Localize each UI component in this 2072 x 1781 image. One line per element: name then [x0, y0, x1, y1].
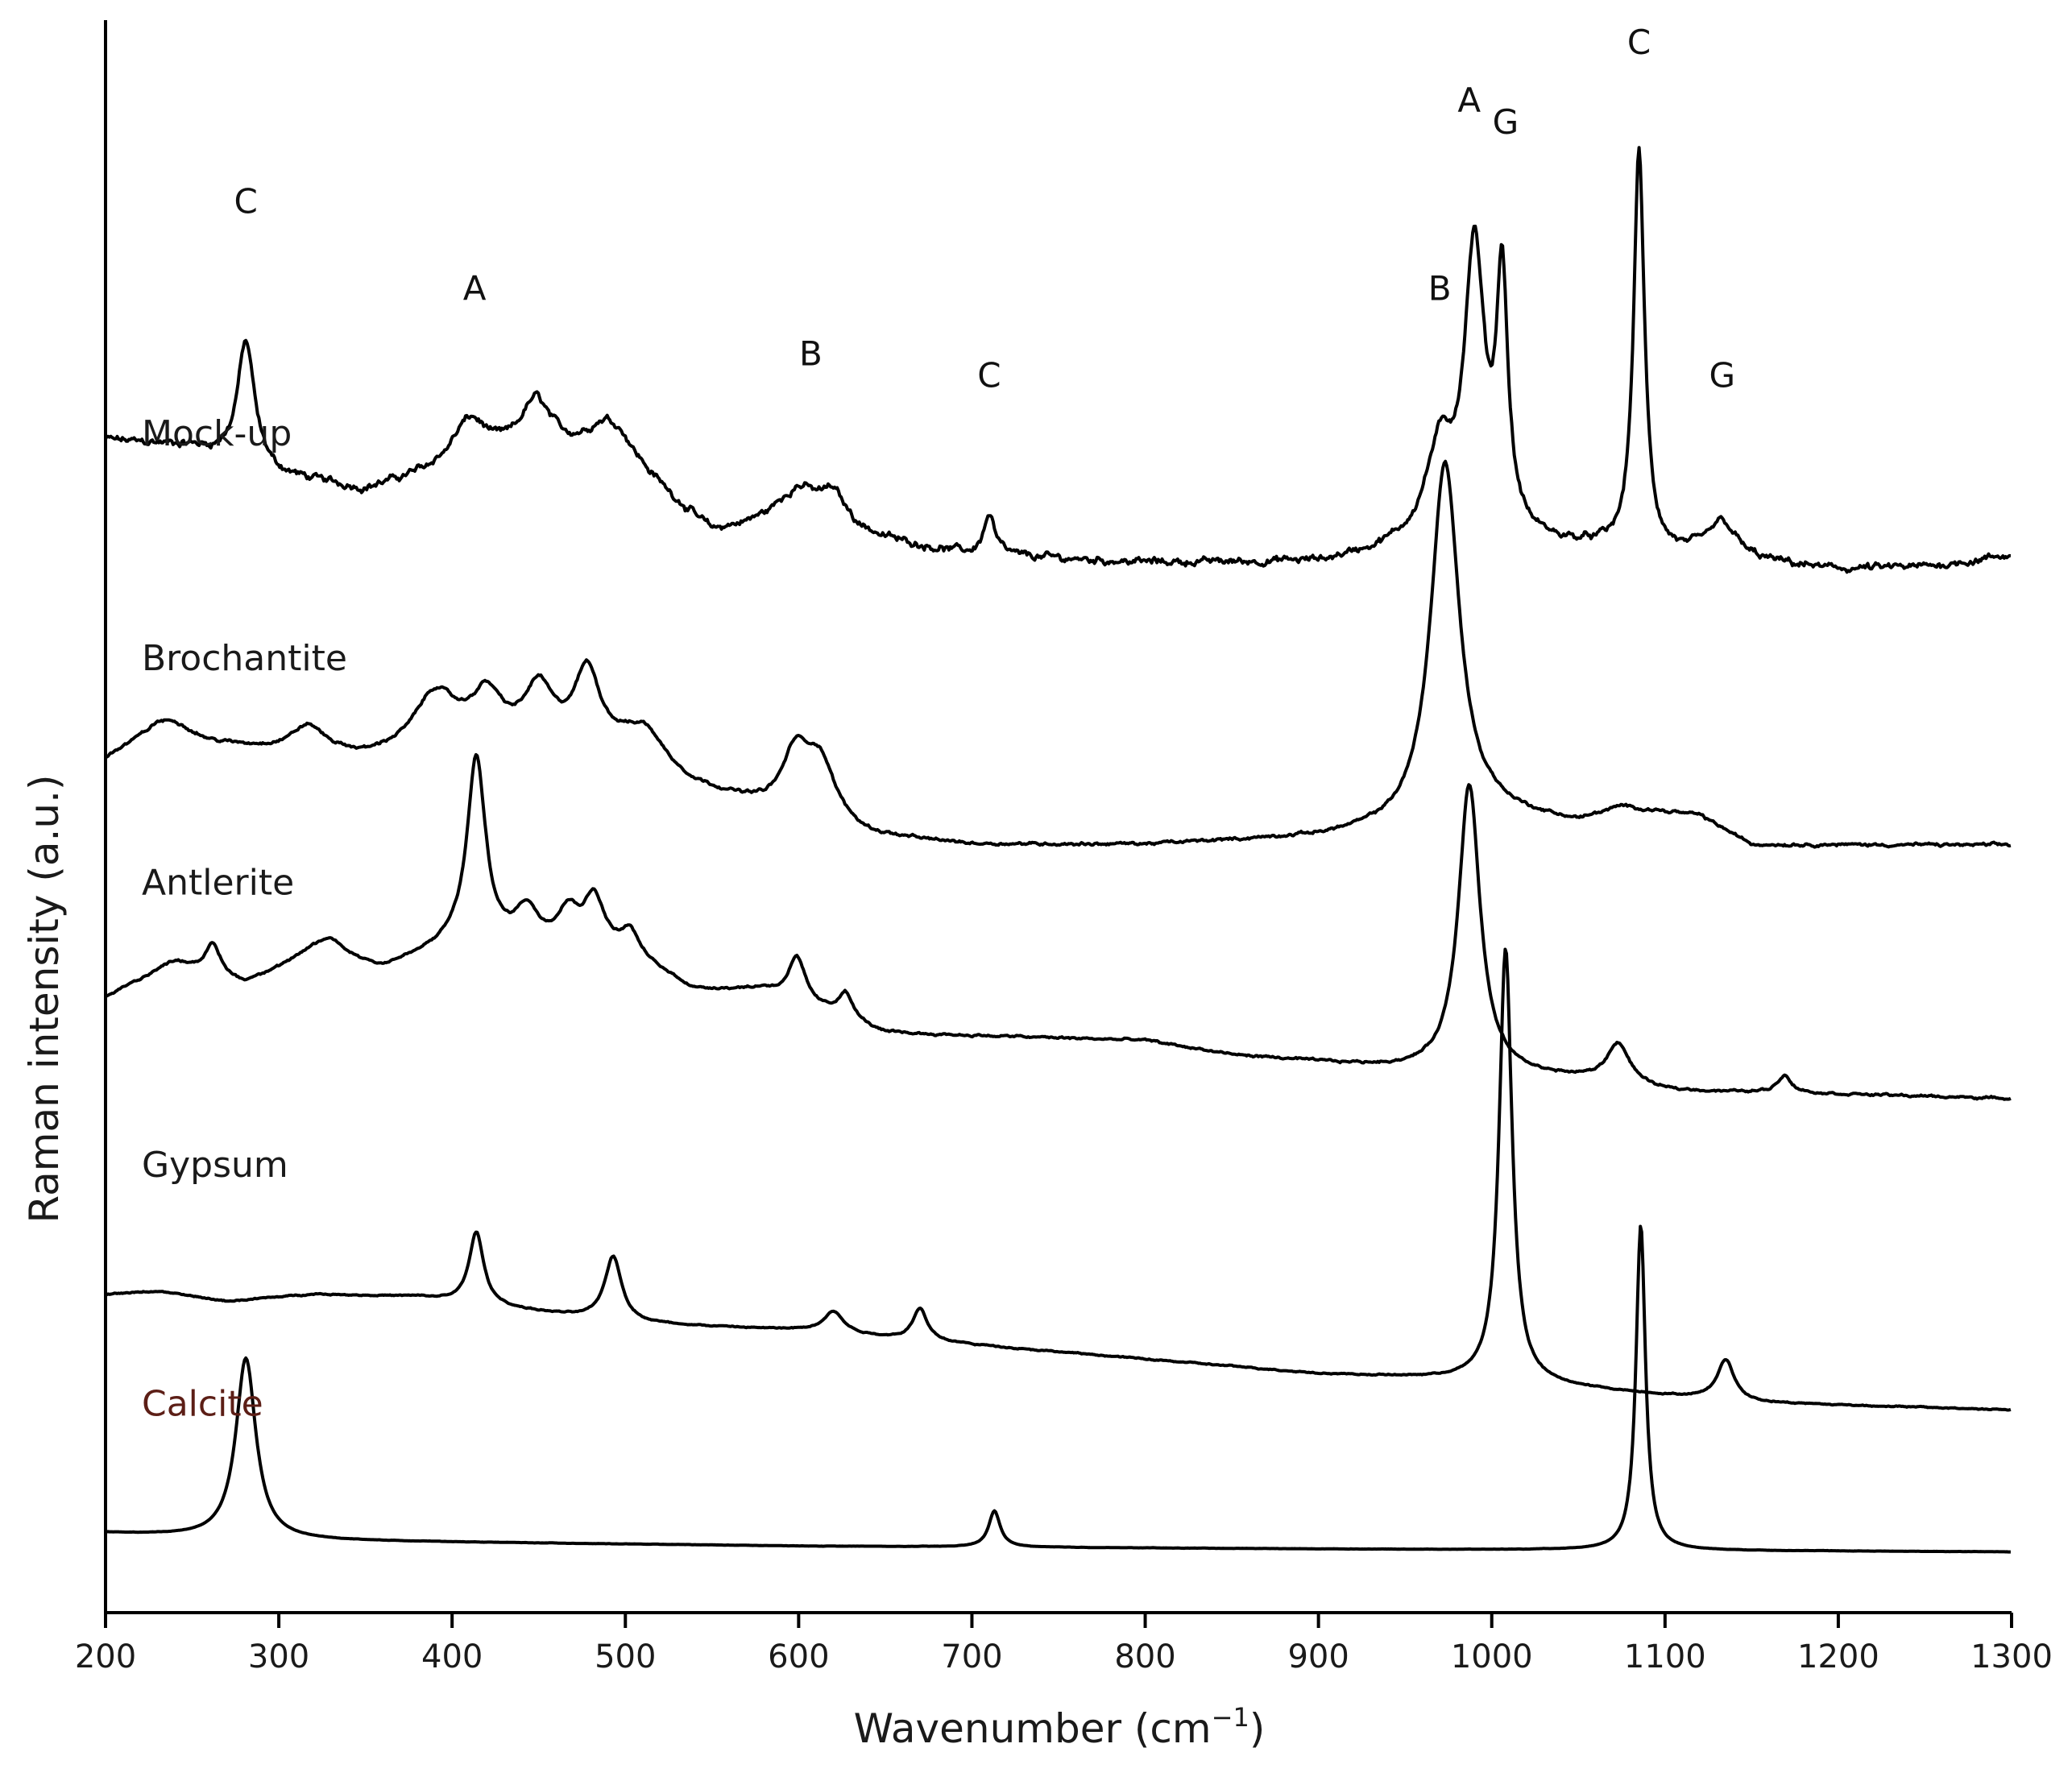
trace-calcite [105, 1224, 2012, 1554]
series-labels: Mock-up Brochantite Antlerite Gypsum Calcite [142, 413, 347, 1424]
x-axis-ticks: 200 300 400 500 600 700 800 900 1000 1100 1200 1300 [75, 1613, 2053, 1675]
x-tick-label-300: 300 [248, 1638, 309, 1675]
peak-label-mock-up-4: B [1428, 268, 1452, 308]
y-axis-title: Raman intensity (a.u.) [21, 774, 68, 1223]
x-tick-label-1200: 1200 [1797, 1638, 1879, 1675]
peak-label-mock-up-7: C [1627, 23, 1651, 62]
peak-label-mock-up-3: C [977, 355, 1001, 395]
x-tick-label-800: 800 [1114, 1638, 1175, 1675]
x-tick-label-900: 900 [1287, 1638, 1349, 1675]
x-tick-label-200: 200 [75, 1638, 136, 1675]
x-tick-label-1000: 1000 [1451, 1638, 1533, 1675]
x-tick-label-400: 400 [421, 1638, 483, 1675]
peak-label-mock-up-5: A [1457, 81, 1481, 120]
x-axis-title: Wavenumber (cm−1) [854, 1702, 1266, 1752]
trace-antlerite [104, 752, 2012, 1101]
peak-label-mock-up-0: C [234, 182, 258, 222]
peak-label-mock-up-1: A [463, 268, 487, 308]
x-tick-label-600: 600 [768, 1638, 829, 1675]
x-tick-label-1100: 1100 [1624, 1638, 1706, 1675]
peak-label-mock-up-6: G [1493, 102, 1519, 142]
series-label-antlerite: Antlerite [142, 862, 294, 903]
trace-mock-up [104, 146, 2012, 574]
series-label-brochantite: Brochantite [142, 638, 347, 679]
trace-brochantite [105, 459, 2012, 849]
trace-gypsum [105, 947, 2012, 1412]
x-tick-label-1300: 1300 [1970, 1638, 2053, 1675]
series-label-gypsum: Gypsum [142, 1145, 288, 1186]
spectra-traces [104, 146, 2012, 1554]
x-tick-label-500: 500 [595, 1638, 656, 1675]
x-tick-label-700: 700 [941, 1638, 1002, 1675]
series-label-calcite: Calcite [142, 1383, 263, 1424]
peak-label-mock-up-8: G [1709, 355, 1736, 395]
series-label-mock-up: Mock-up [142, 413, 292, 454]
peak-label-mock-up-2: B [799, 333, 823, 373]
